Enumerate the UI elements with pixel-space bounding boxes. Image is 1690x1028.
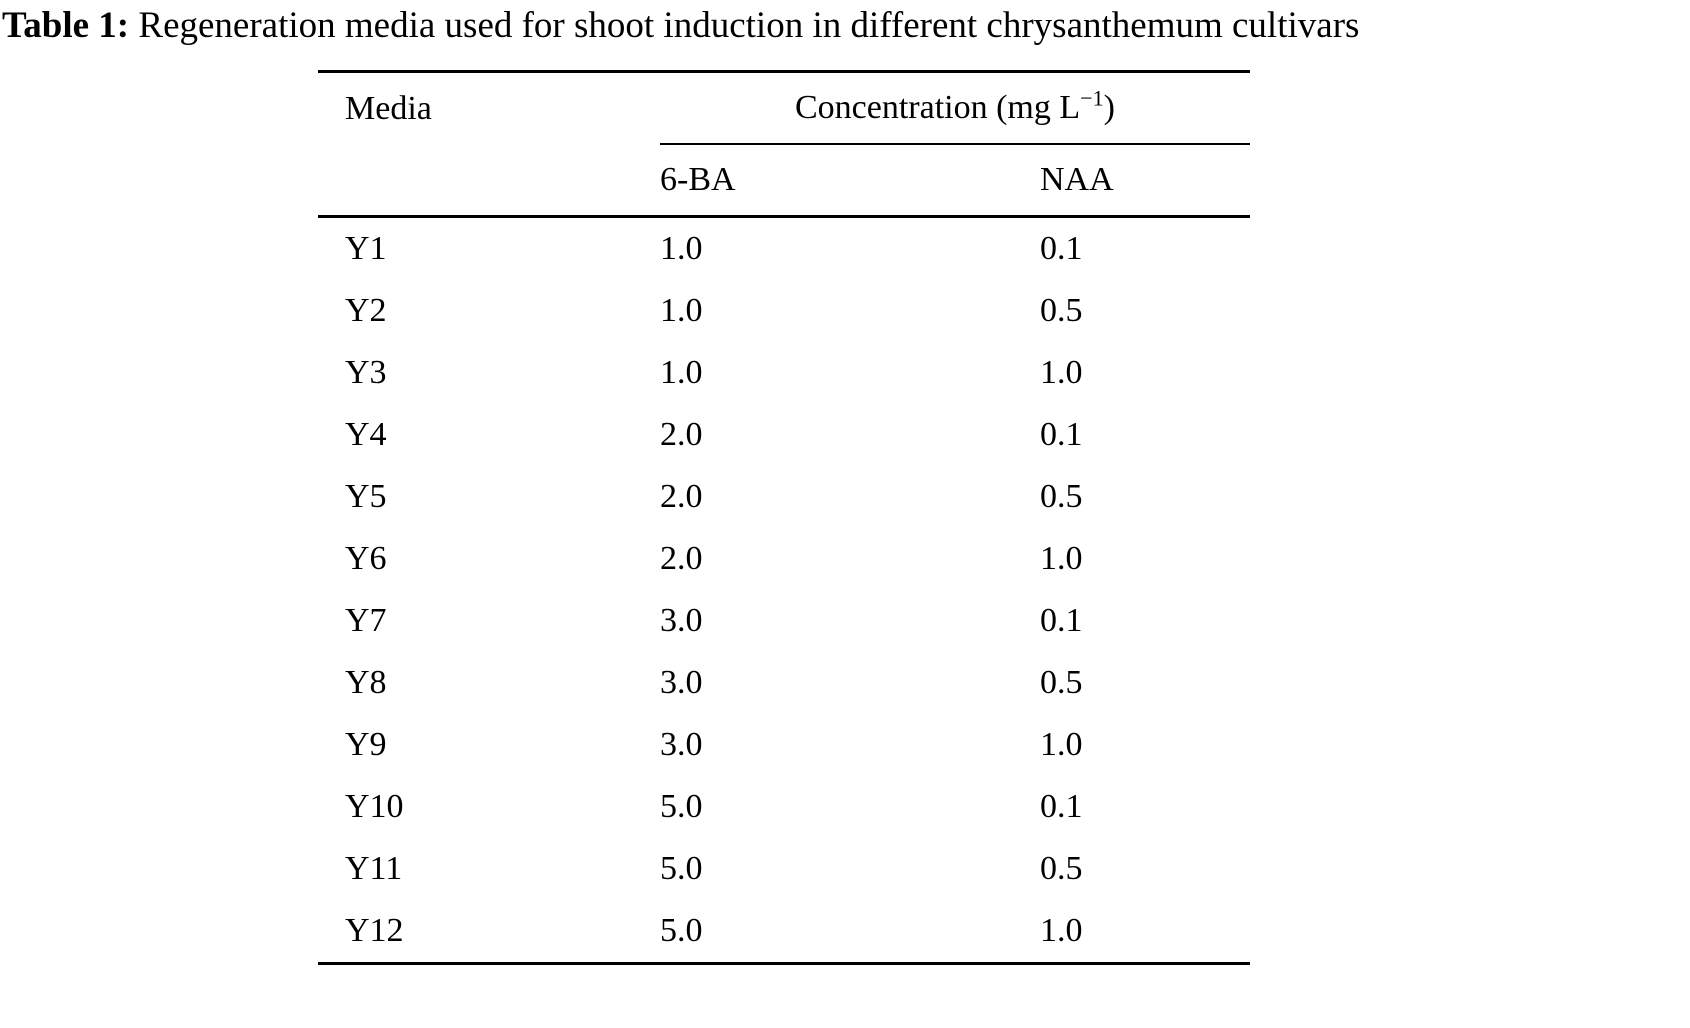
table-row: Y8 3.0 0.5 xyxy=(318,652,1250,714)
column-header-naa: NAA xyxy=(1040,144,1250,219)
cell-6ba: 1.0 xyxy=(660,292,703,330)
cell-media: Y9 xyxy=(345,726,387,764)
cell-6ba: 2.0 xyxy=(660,540,703,578)
cell-media: Y6 xyxy=(345,540,387,578)
cell-naa: 0.5 xyxy=(1040,292,1083,330)
cell-media: Y1 xyxy=(345,230,387,268)
cell-media: Y12 xyxy=(345,912,404,950)
table-caption-body: Regeneration media used for shoot induct… xyxy=(138,5,1360,46)
cell-naa: 0.1 xyxy=(1040,230,1083,268)
cell-media: Y11 xyxy=(345,850,403,888)
cell-6ba: 1.0 xyxy=(660,354,703,392)
cell-media: Y3 xyxy=(345,354,387,392)
cell-6ba: 3.0 xyxy=(660,602,703,640)
cell-naa: 0.5 xyxy=(1040,850,1083,888)
cell-6ba: 2.0 xyxy=(660,416,703,454)
cell-6ba: 5.0 xyxy=(660,912,703,950)
header-row-group: Media Concentration (mg L−1) xyxy=(318,71,1250,146)
column-header-concentration: Concentration (mg L−1) xyxy=(660,71,1250,146)
cell-naa: 0.5 xyxy=(1040,664,1083,702)
cell-media: Y5 xyxy=(345,478,387,516)
cell-media: Y4 xyxy=(345,416,387,454)
header-row-sub: 6-BA NAA xyxy=(318,144,1250,219)
cell-naa: 1.0 xyxy=(1040,354,1083,392)
cell-media: Y2 xyxy=(345,292,387,330)
cell-naa: 1.0 xyxy=(1040,540,1083,578)
table-row: Y7 3.0 0.1 xyxy=(318,590,1250,652)
cell-naa: 1.0 xyxy=(1040,912,1083,950)
cell-naa: 0.1 xyxy=(1040,602,1083,640)
table-caption: Table 1: Regeneration media used for sho… xyxy=(0,0,1690,48)
table-row: Y2 1.0 0.5 xyxy=(318,280,1250,342)
cell-naa: 0.1 xyxy=(1040,788,1083,826)
table-row: Y12 5.0 1.0 xyxy=(318,900,1250,964)
table-row: Y11 5.0 0.5 xyxy=(318,838,1250,900)
cell-naa: 1.0 xyxy=(1040,726,1083,764)
cell-6ba: 1.0 xyxy=(660,230,703,268)
cell-6ba: 3.0 xyxy=(660,664,703,702)
table-row: Y9 3.0 1.0 xyxy=(318,714,1250,776)
column-header-6ba: 6-BA xyxy=(660,144,1040,219)
table-caption-label: Table 1: xyxy=(2,5,130,46)
table-body: Y1 1.0 0.1 Y2 1.0 0.5 Y3 1.0 1.0 Y4 2.0 0.1 Y5 2.0 0.5… xyxy=(318,217,1250,964)
table-row: Y10 5.0 0.1 xyxy=(318,776,1250,838)
cell-naa: 0.5 xyxy=(1040,478,1083,516)
column-header-spacer xyxy=(318,144,660,219)
regeneration-media-table: Media Concentration (mg L−1) 6-BA NAA Y1… xyxy=(318,70,1250,966)
table-head: Media Concentration (mg L−1) 6-BA NAA xyxy=(318,71,1250,219)
concentration-label-superscript: −1 xyxy=(1080,86,1104,112)
table-row: Y6 2.0 1.0 xyxy=(318,528,1250,590)
column-header-media: Media xyxy=(345,89,432,127)
table-row: Y3 1.0 1.0 xyxy=(318,342,1250,404)
cell-6ba: 5.0 xyxy=(660,850,703,888)
cell-6ba: 2.0 xyxy=(660,478,703,516)
concentration-label-suffix: ) xyxy=(1103,89,1115,127)
cell-6ba: 5.0 xyxy=(660,788,703,826)
table-row: Y5 2.0 0.5 xyxy=(318,466,1250,528)
cell-media: Y10 xyxy=(345,788,404,826)
cell-naa: 0.1 xyxy=(1040,416,1083,454)
cell-media: Y8 xyxy=(345,664,387,702)
table-row: Y1 1.0 0.1 xyxy=(318,217,1250,281)
table-row: Y4 2.0 0.1 xyxy=(318,404,1250,466)
concentration-label-prefix: Concentration (mg L xyxy=(795,89,1081,127)
cell-media: Y7 xyxy=(345,602,387,640)
cell-6ba: 3.0 xyxy=(660,726,703,764)
